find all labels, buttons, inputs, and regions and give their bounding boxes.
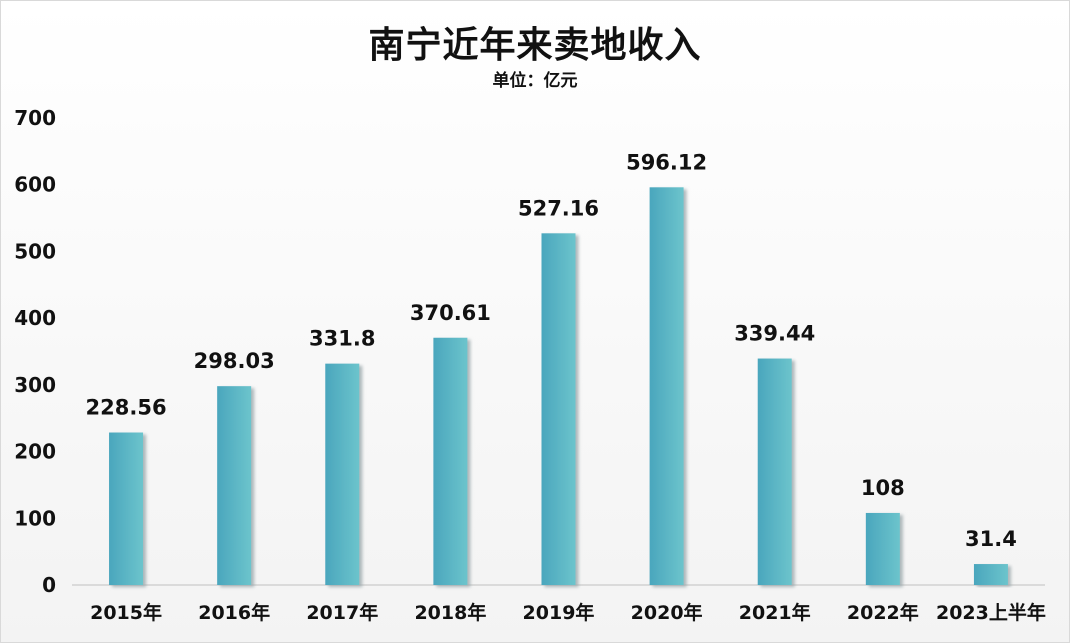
bar [865, 512, 900, 585]
data-label: 298.03 [194, 349, 275, 373]
chart-subtitle: 单位：亿元 [492, 71, 578, 91]
data-labels: 228.56 298.03 331.8 370.61 527.16 596.12 339.4… [86, 150, 1017, 551]
data-label: 31.4 [965, 527, 1017, 551]
y-tick-label: 0 [42, 573, 56, 597]
data-label: 370.61 [410, 301, 491, 325]
x-tick-label: 2019年 [523, 601, 595, 624]
y-tick-label: 500 [14, 239, 56, 263]
bar [217, 386, 252, 585]
x-tick-label: 2020年 [631, 601, 703, 624]
x-tick-label: 2016年 [198, 601, 270, 624]
bar [649, 187, 684, 585]
data-label: 228.56 [86, 396, 167, 420]
data-label: 596.12 [626, 150, 707, 174]
bar [325, 363, 360, 585]
y-tick-label: 200 [14, 440, 56, 464]
x-tick-label: 2018年 [414, 601, 486, 624]
x-tick-label: 2017年 [306, 601, 378, 624]
bar [973, 564, 1008, 585]
bar [109, 432, 144, 585]
x-tick-label: 2022年 [847, 601, 919, 624]
data-label: 339.44 [734, 322, 815, 346]
x-tick-label: 2023上半年 [936, 601, 1046, 624]
bar [433, 337, 468, 585]
bar [541, 233, 576, 586]
x-tick-label: 2015年 [90, 601, 162, 624]
data-label: 331.8 [309, 327, 375, 351]
y-tick-label: 600 [14, 173, 56, 197]
bar [757, 358, 792, 585]
x-axis: 2015年 2016年 2017年 2018年 2019年 2020年 2021年 2022年… [90, 601, 1046, 624]
y-tick-label: 100 [14, 506, 56, 530]
data-label: 527.16 [518, 196, 599, 220]
bar-series [109, 187, 1008, 586]
data-label: 108 [861, 476, 905, 500]
y-tick-label: 700 [14, 106, 56, 130]
y-tick-label: 400 [14, 306, 56, 330]
y-tick-label: 300 [14, 373, 56, 397]
y-axis: 0 100 200 300 400 500 600 700 [14, 106, 56, 597]
x-tick-label: 2021年 [739, 601, 811, 624]
chart-title: 南宁近年来卖地收入 [368, 25, 702, 66]
